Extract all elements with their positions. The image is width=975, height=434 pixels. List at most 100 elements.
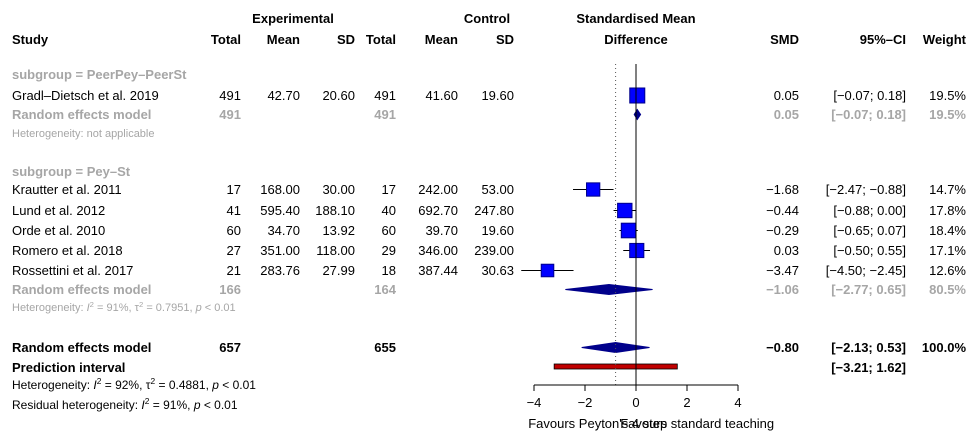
subgroup-label: subgroup = Pey–St — [12, 164, 131, 179]
x-axis-tick-label: 2 — [683, 395, 690, 410]
header-smd-title-line2: Difference — [604, 32, 668, 47]
header-smd-title-line1: Standardised Mean — [576, 11, 695, 26]
subgroup-heterogeneity: Heterogeneity: not applicable — [12, 128, 154, 140]
ctrl-mean: 346.00 — [418, 243, 458, 258]
ci-value: [−4.50; −2.45] — [826, 263, 906, 278]
header-ctrl-mean: Mean — [425, 32, 458, 47]
header-smd: SMD — [770, 32, 799, 47]
favours-right-label: Favours standard teaching — [620, 416, 774, 431]
ctrl-sd: 30.63 — [481, 263, 514, 278]
exp-total: 60 — [227, 223, 241, 238]
overall-random-effects-ci: [−2.13; 0.53] — [831, 340, 906, 355]
ctrl-total: 17 — [382, 182, 396, 197]
ctrl-total: 60 — [382, 223, 396, 238]
ctrl-mean: 41.60 — [425, 88, 458, 103]
ci-value: [−0.50; 0.55] — [833, 243, 906, 258]
smd-value: −0.29 — [766, 223, 799, 238]
subgroup-random-effects-ci: [−2.77; 0.65] — [831, 282, 906, 297]
favours-left-label: Favours Peyton's 4 step — [528, 416, 667, 431]
study-name: Gradl–Dietsch et al. 2019 — [12, 88, 159, 103]
study-rows: subgroup = PeerPey–PeerSt Gradl–Dietsch e… — [12, 67, 966, 412]
effect-square — [617, 202, 633, 219]
study-name: Rossettini et al. 2017 — [12, 263, 133, 278]
x-axis-tick-label: 4 — [734, 395, 741, 410]
ci-value: [−2.47; −0.88] — [826, 182, 906, 197]
residual-heterogeneity: Residual heterogeneity: I2 = 91%, p < 0.… — [12, 396, 238, 412]
ctrl-total: 491 — [374, 88, 396, 103]
ctrl-sd: 19.60 — [481, 223, 514, 238]
smd-value: −3.47 — [766, 263, 799, 278]
subgroup-heterogeneity: Heterogeneity: I2 = 91%, τ2 = 0.7951, p … — [12, 300, 236, 315]
ci-value: [−0.88; 0.00] — [833, 203, 906, 218]
weight-value: 14.7% — [929, 182, 966, 197]
column-headers: Experimental Control Standardised Mean Stud… — [12, 11, 967, 47]
subgroup-random-effects-smd: 0.05 — [774, 107, 799, 122]
prediction-interval-ci: [−3.21; 1.62] — [831, 360, 906, 375]
exp-total: 17 — [227, 182, 241, 197]
smd-value: −0.44 — [766, 203, 799, 218]
study-name: Romero et al. 2018 — [12, 243, 123, 258]
smd-value: 0.05 — [774, 88, 799, 103]
ctrl-mean: 39.70 — [425, 223, 458, 238]
exp-mean: 34.70 — [267, 223, 300, 238]
exp-mean: 42.70 — [267, 88, 300, 103]
weight-value: 17.8% — [929, 203, 966, 218]
effect-square — [629, 87, 646, 104]
overall-random-effects-exp-total: 657 — [219, 340, 241, 355]
overall-random-effects-ctrl-total: 655 — [374, 340, 396, 355]
ctrl-total: 18 — [382, 263, 396, 278]
exp-mean: 595.40 — [260, 203, 300, 218]
ctrl-mean: 692.70 — [418, 203, 458, 218]
exp-mean: 351.00 — [260, 243, 300, 258]
subgroup-random-effects-ctrl-total: 164 — [374, 282, 396, 297]
exp-sd: 188.10 — [315, 203, 355, 218]
header-study: Study — [12, 32, 49, 47]
overall-random-effects-label: Random effects model — [12, 340, 151, 355]
ctrl-mean: 387.44 — [418, 263, 458, 278]
exp-total: 41 — [227, 203, 241, 218]
subgroup-random-effects-ctrl-total: 491 — [374, 107, 396, 122]
effect-square — [540, 263, 555, 278]
effect-square — [629, 242, 645, 259]
study-name: Orde et al. 2010 — [12, 223, 105, 238]
effect-square — [620, 222, 637, 239]
subgroup-random-effects-ci: [−0.07; 0.18] — [831, 107, 906, 122]
plot-marks — [521, 64, 678, 385]
header-exp-total: Total — [211, 32, 241, 47]
ci-value: [−0.07; 0.18] — [833, 88, 906, 103]
prediction-interval-label: Prediction interval — [12, 360, 125, 375]
subgroup-random-effects-diamond — [633, 108, 642, 121]
exp-sd: 27.99 — [322, 263, 355, 278]
weight-value: 17.1% — [929, 243, 966, 258]
exp-mean: 168.00 — [260, 182, 300, 197]
weight-value: 19.5% — [929, 88, 966, 103]
study-name: Krautter et al. 2011 — [12, 182, 122, 197]
overall-random-effects-smd: −0.80 — [766, 340, 799, 355]
ci-value: [−0.65; 0.07] — [833, 223, 906, 238]
subgroup-random-effects-smd: −1.06 — [766, 282, 799, 297]
header-ctrl-sd: SD — [496, 32, 514, 47]
exp-total: 21 — [227, 263, 241, 278]
exp-sd: 13.92 — [322, 223, 355, 238]
x-axis-tick-label: −2 — [578, 395, 593, 410]
exp-total: 27 — [227, 243, 241, 258]
ctrl-sd: 247.80 — [474, 203, 514, 218]
smd-value: −1.68 — [766, 182, 799, 197]
subgroup-random-effects-label: Random effects model — [12, 107, 151, 122]
ctrl-sd: 239.00 — [474, 243, 514, 258]
overall-random-effects-weight: 100.0% — [922, 340, 967, 355]
exp-sd: 30.00 — [322, 182, 355, 197]
subgroup-random-effects-label: Random effects model — [12, 282, 151, 297]
ctrl-total: 40 — [382, 203, 396, 218]
header-weight: Weight — [923, 32, 967, 47]
exp-sd: 20.60 — [322, 88, 355, 103]
overall-random-effects-diamond — [581, 341, 650, 354]
subgroup-random-effects-exp-total: 166 — [219, 282, 241, 297]
smd-value: 0.03 — [774, 243, 799, 258]
header-exp-mean: Mean — [267, 32, 300, 47]
header-ci: 95%–CI — [860, 32, 906, 47]
subgroup-label: subgroup = PeerPey–PeerSt — [12, 67, 187, 82]
weight-value: 18.4% — [929, 223, 966, 238]
ctrl-total: 29 — [382, 243, 396, 258]
